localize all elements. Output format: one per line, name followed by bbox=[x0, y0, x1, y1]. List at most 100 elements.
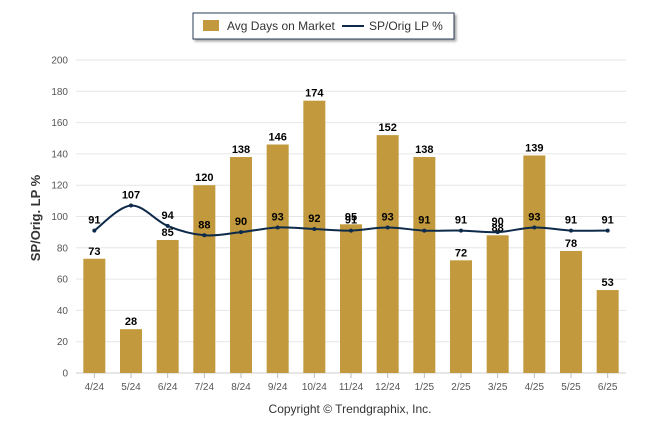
line-point bbox=[349, 228, 353, 233]
bar-data-label: 120 bbox=[195, 172, 213, 184]
line-point bbox=[129, 203, 133, 208]
y-axis-title: SP/Orig. LP % bbox=[28, 174, 43, 261]
y-tick-label: 160 bbox=[51, 118, 68, 129]
bar-data-label: 78 bbox=[565, 238, 577, 250]
line-point bbox=[239, 230, 243, 235]
line-data-label: 90 bbox=[235, 216, 247, 228]
line-data-label: 92 bbox=[308, 213, 320, 225]
bar-data-label: 95 bbox=[345, 211, 357, 223]
legend-swatch-bar bbox=[203, 20, 219, 31]
bar bbox=[376, 135, 399, 373]
y-tick-label: 40 bbox=[57, 306, 69, 317]
bar bbox=[230, 157, 252, 373]
bar-data-label: 88 bbox=[492, 222, 504, 234]
x-tick-label: 12/24 bbox=[375, 382, 400, 393]
bar bbox=[340, 224, 362, 373]
x-tick-label: 2/25 bbox=[451, 382, 471, 393]
x-tick-label: 7/24 bbox=[195, 382, 215, 393]
bar bbox=[523, 155, 546, 373]
y-tick-label: 60 bbox=[57, 275, 69, 286]
bar bbox=[486, 235, 509, 373]
data-labels: 73 28 85 120 138 146 174 95 152 138 72 88 139 78 53 91 1… bbox=[88, 88, 614, 328]
line-point bbox=[459, 228, 463, 233]
line-point bbox=[532, 225, 537, 230]
line-data-label: 91 bbox=[565, 215, 577, 227]
y-tick-label: 20 bbox=[57, 337, 69, 348]
bar bbox=[560, 250, 582, 373]
bar-data-label: 152 bbox=[378, 122, 396, 134]
line-point bbox=[275, 225, 280, 230]
bar bbox=[120, 329, 142, 373]
bar-data-label: 53 bbox=[602, 277, 614, 289]
bar-series bbox=[83, 100, 619, 373]
line-data-label: 93 bbox=[528, 211, 540, 223]
bar-data-label: 85 bbox=[162, 227, 174, 239]
line-data-label: 88 bbox=[198, 219, 210, 231]
bar bbox=[303, 100, 326, 373]
line-data-label: 93 bbox=[382, 211, 394, 223]
x-tick-label: 5/24 bbox=[121, 382, 141, 393]
x-tick-label: 4/25 bbox=[525, 382, 545, 393]
line-data-label: 91 bbox=[88, 215, 100, 227]
x-tick-label: 11/24 bbox=[339, 382, 364, 393]
bar bbox=[413, 157, 436, 373]
line-point bbox=[202, 233, 207, 238]
y-axis-ticks: 0 20 40 60 80 100 120 140 160 180 200 bbox=[51, 56, 68, 380]
line-data-label: 93 bbox=[272, 211, 284, 223]
y-tick-label: 0 bbox=[62, 369, 68, 380]
x-axis-ticks: 4/24 5/24 6/24 7/24 8/24 9/24 10/24 11/24 12/24 1… bbox=[85, 373, 618, 393]
bar bbox=[156, 239, 179, 373]
x-tick-label: 3/25 bbox=[488, 382, 508, 393]
line-data-label: 91 bbox=[345, 215, 357, 227]
line-point bbox=[165, 223, 170, 228]
x-tick-label: 6/25 bbox=[598, 382, 618, 393]
line-point bbox=[385, 225, 390, 230]
x-tick-label: 6/24 bbox=[158, 382, 178, 393]
y-tick-label: 100 bbox=[51, 212, 68, 223]
y-tick-label: 120 bbox=[51, 181, 68, 192]
line-data-label: 91 bbox=[418, 215, 430, 227]
bar-data-label: 138 bbox=[415, 144, 433, 156]
x-tick-label: 9/24 bbox=[268, 382, 288, 393]
legend: Avg Days on Market SP/Orig LP % bbox=[192, 12, 455, 40]
legend-label-line: SP/Orig LP % bbox=[369, 19, 443, 33]
copyright-text: Copyright © Trendgraphix, Inc. bbox=[269, 402, 432, 416]
x-tick-label: 5/25 bbox=[561, 382, 581, 393]
line-point bbox=[569, 228, 573, 233]
bar-data-label: 174 bbox=[305, 88, 324, 100]
line-point bbox=[495, 230, 500, 235]
y-tick-label: 180 bbox=[51, 87, 68, 98]
bar bbox=[193, 185, 216, 373]
line-point bbox=[92, 228, 97, 233]
line-point bbox=[605, 228, 610, 233]
line-data-label: 107 bbox=[122, 190, 140, 202]
bar-data-label: 146 bbox=[268, 132, 286, 144]
line-point bbox=[312, 227, 317, 232]
x-tick-label: 8/24 bbox=[231, 382, 251, 393]
y-tick-label: 80 bbox=[57, 243, 69, 254]
bar bbox=[83, 258, 106, 373]
bar bbox=[596, 290, 619, 373]
y-tick-label: 200 bbox=[51, 56, 68, 67]
legend-label-bar: Avg Days on Market bbox=[227, 19, 335, 33]
line-data-label: 90 bbox=[492, 216, 504, 228]
x-tick-label: 4/24 bbox=[85, 382, 105, 393]
bar bbox=[266, 144, 289, 373]
bar-data-label: 139 bbox=[525, 142, 543, 154]
x-tick-label: 10/24 bbox=[302, 382, 327, 393]
bar-data-label: 138 bbox=[232, 144, 250, 156]
bar-data-label: 73 bbox=[88, 246, 100, 258]
legend-box bbox=[192, 12, 455, 40]
line-data-label: 91 bbox=[455, 215, 467, 227]
bar-data-label: 28 bbox=[125, 316, 137, 328]
line-data-label: 94 bbox=[162, 210, 175, 222]
line-point bbox=[422, 228, 427, 233]
x-tick-label: 1/25 bbox=[415, 382, 435, 393]
bar bbox=[450, 260, 472, 373]
line-data-label: 91 bbox=[602, 215, 614, 227]
bar-data-label: 72 bbox=[455, 247, 467, 259]
line-series bbox=[92, 203, 610, 238]
y-tick-label: 140 bbox=[51, 149, 68, 160]
